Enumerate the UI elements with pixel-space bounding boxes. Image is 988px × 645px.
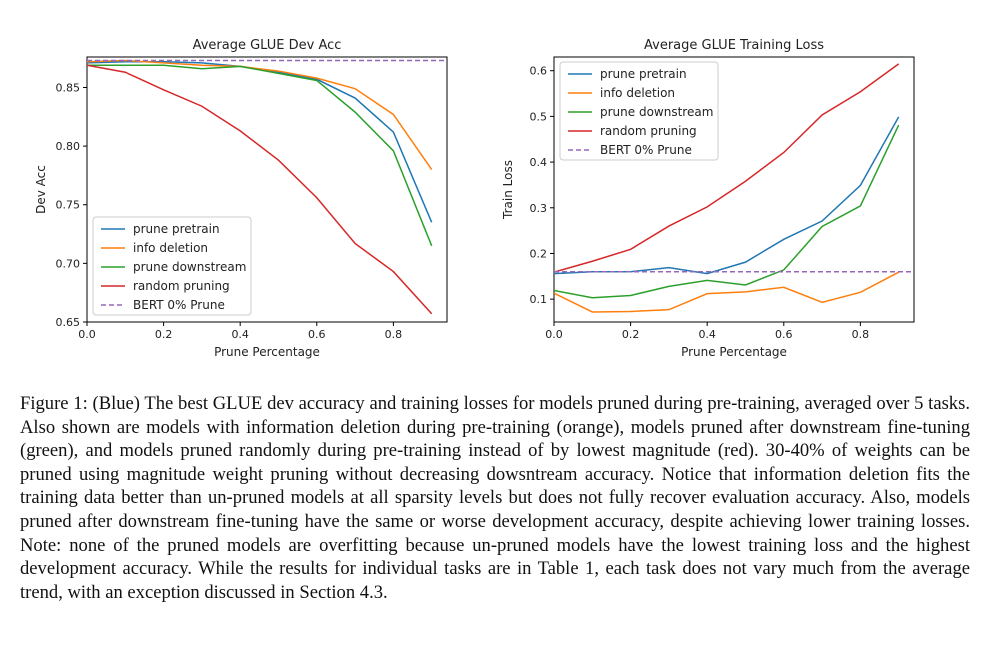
- x-tick-label: 0.2: [622, 328, 640, 341]
- series-line-random-pruning: [554, 63, 900, 273]
- chart-legend: prune pretrain info deletion prune downstr…: [92, 216, 252, 316]
- y-axis-label: Train Loss: [501, 160, 515, 220]
- x-tick-label: 0.0: [78, 328, 96, 341]
- y-tick-label: 0.80: [56, 140, 81, 153]
- legend-label: info deletion: [600, 86, 675, 100]
- legend-label: prune downstream: [133, 260, 246, 274]
- chart-title: Average GLUE Training Loss: [644, 38, 824, 53]
- legend-box: [559, 61, 719, 161]
- plot-frame: [86, 56, 448, 323]
- legend-label: BERT 0% Prune: [133, 298, 225, 312]
- x-tick-label: 0.8: [852, 328, 870, 341]
- x-tick-label: 0.4: [698, 328, 716, 341]
- y-tick-label: 0.70: [56, 257, 81, 270]
- x-tick-label: 0.0: [545, 328, 563, 341]
- series-line-info-deletion: [87, 59, 433, 170]
- y-tick-label: 0.65: [56, 316, 81, 329]
- y-tick-label: 0.3: [530, 202, 548, 215]
- y-tick-label: 0.1: [530, 293, 548, 306]
- chart-panel-1: Average GLUE Dev Acc 0.0 0.2 0.4 0.6 0.8 0.65 0…: [34, 38, 448, 359]
- y-tick-label: 0.85: [56, 81, 81, 94]
- y-tick-label: 0.4: [530, 156, 548, 169]
- x-tick-label: 0.8: [385, 328, 403, 341]
- x-tick-label: 0.6: [308, 328, 326, 341]
- y-axis-label: Dev Acc: [34, 165, 48, 214]
- series-line-info-deletion: [554, 271, 900, 313]
- legend-label: prune downstream: [600, 105, 713, 119]
- legend-label: BERT 0% Prune: [600, 143, 692, 157]
- legend-label: prune pretrain: [600, 67, 687, 81]
- legend-label: random pruning: [600, 124, 697, 138]
- x-axis-label: Prune Percentage: [681, 345, 787, 359]
- series-line-prune-pretrain: [87, 60, 433, 223]
- series-line-random-pruning: [87, 64, 433, 315]
- x-tick-label: 0.4: [231, 328, 249, 341]
- y-tick-label: 0.6: [530, 65, 548, 78]
- y-tick-label: 0.75: [56, 199, 81, 212]
- chart-panel-2: Average GLUE Training Loss 0.0 0.2 0.4 0.6 0.…: [501, 38, 915, 359]
- x-axis-label: Prune Percentage: [214, 345, 320, 359]
- y-tick-label: 0.2: [530, 247, 548, 260]
- chart-title: Average GLUE Dev Acc: [193, 38, 342, 53]
- figure-caption: Figure 1: (Blue) The best GLUE dev accur…: [20, 393, 970, 603]
- y-tick-label: 0.5: [530, 110, 548, 123]
- x-tick-label: 0.6: [775, 328, 793, 341]
- legend-label: random pruning: [133, 279, 230, 293]
- legend-box: [92, 216, 252, 316]
- legend-label: info deletion: [133, 241, 208, 255]
- legend-label: prune pretrain: [133, 222, 220, 236]
- series-line-prune-downstream: [87, 64, 433, 247]
- series-line-prune-downstream: [554, 124, 900, 299]
- x-tick-label: 0.2: [155, 328, 173, 341]
- chart-legend: prune pretrain info deletion prune downstr…: [559, 61, 719, 161]
- plot-frame: [553, 56, 915, 323]
